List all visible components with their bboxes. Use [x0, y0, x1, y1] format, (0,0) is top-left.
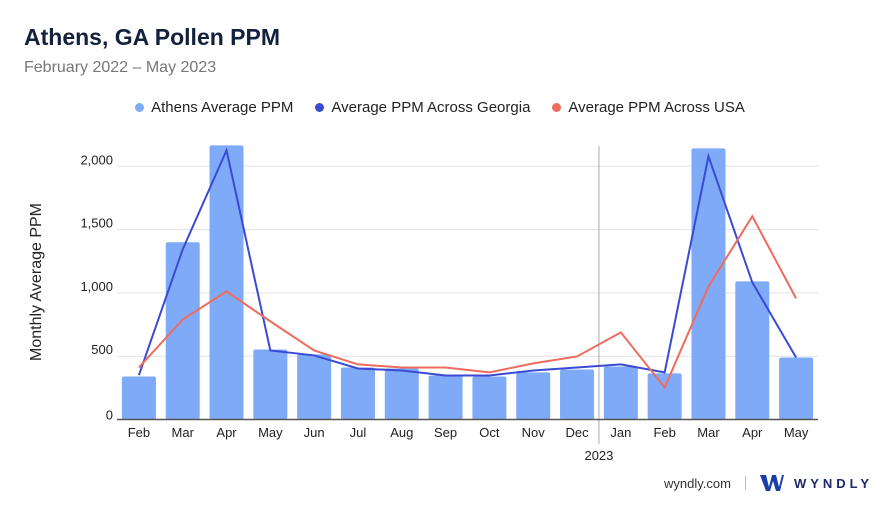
bar — [735, 281, 770, 420]
bar — [560, 369, 595, 420]
bar — [340, 367, 375, 420]
legend: Athens Average PPM Average PPM Across Ge… — [0, 99, 880, 116]
x-tick-label: Dec — [565, 425, 589, 440]
georgia-line — [137, 147, 797, 377]
x-tick-label: Sep — [434, 425, 457, 440]
y-tick-label: 500 — [91, 342, 113, 357]
bar — [472, 376, 507, 420]
bar — [253, 349, 288, 420]
x-tick-label: May — [784, 425, 809, 440]
y-tick-label: 1,500 — [80, 216, 113, 231]
legend-marker-georgia — [315, 103, 325, 112]
x-tick-label: Jan — [610, 425, 631, 440]
legend-item-usa[interactable]: Average PPM Across USA — [552, 99, 745, 116]
usa-line — [138, 214, 797, 390]
x-tick-label: Feb — [128, 425, 150, 440]
x-tick-label: Apr — [216, 425, 237, 440]
y-tick-label: 0 — [106, 408, 113, 423]
footer: wyndly.com WYNDLY — [664, 474, 873, 492]
legend-label: Average PPM Across USA — [568, 99, 745, 116]
y-tick-label: 2,000 — [80, 152, 113, 167]
x-tick-label: May — [258, 425, 283, 440]
bar — [209, 145, 244, 420]
bar — [779, 357, 814, 420]
site-link[interactable]: wyndly.com — [664, 475, 731, 491]
x-tick-label: Mar — [172, 425, 195, 440]
y-tick-label: 1,000 — [80, 279, 113, 294]
legend-marker-usa — [552, 103, 562, 112]
x-tick-label: Mar — [697, 425, 720, 440]
legend-marker-athens — [135, 103, 145, 112]
bar — [121, 376, 156, 420]
bar — [691, 148, 726, 420]
chart-title: Athens, GA Pollen PPM — [24, 24, 281, 50]
x-tick-label: Apr — [742, 425, 763, 440]
legend-item-athens[interactable]: Athens Average PPM — [135, 99, 293, 116]
x-tick-label: Nov — [522, 425, 546, 440]
bar — [165, 242, 200, 420]
x-tick-label: Feb — [653, 425, 675, 440]
year-label: 2023 — [584, 448, 613, 463]
x-tick-label: Jun — [304, 425, 325, 440]
bar — [516, 372, 551, 420]
footer-divider — [744, 476, 746, 490]
legend-item-georgia[interactable]: Average PPM Across Georgia — [315, 99, 530, 116]
wyndly-logo-icon — [759, 475, 784, 491]
x-tick-label: Oct — [479, 425, 500, 440]
legend-label: Average PPM Across Georgia — [331, 99, 531, 116]
x-tick-label: Aug — [390, 425, 413, 440]
legend-label: Athens Average PPM — [151, 99, 294, 116]
bar — [297, 354, 332, 420]
bar — [603, 366, 638, 420]
chart-subtitle: February 2022 – May 2023 — [24, 59, 217, 76]
bar — [428, 375, 463, 420]
bar — [647, 373, 682, 420]
y-axis-label: Monthly Average PPM — [28, 203, 45, 361]
brand-name: WYNDLY — [793, 475, 874, 491]
x-tick-label: Jul — [350, 425, 367, 440]
bar — [384, 368, 419, 420]
